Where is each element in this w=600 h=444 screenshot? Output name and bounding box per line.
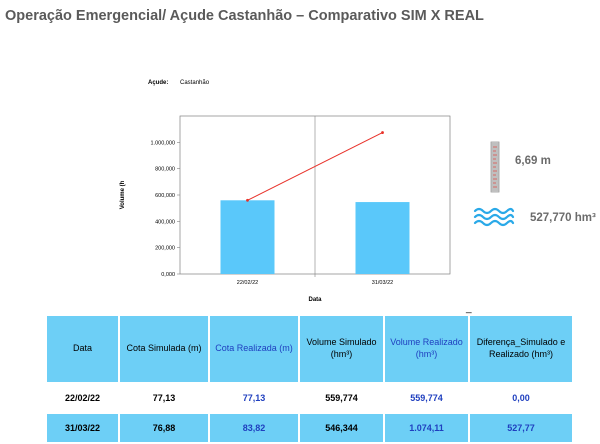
x-tick-label: 31/03/22 (372, 280, 393, 286)
comparison-table: Data Cota Simulada (m) Cota Realizada (m… (47, 316, 574, 444)
cell-cota-realizada: 83,82 (209, 413, 300, 444)
y-tick-label: 400,000 (155, 219, 175, 225)
cell-volume-simulado: 559,774 (299, 383, 385, 414)
y-tick-label: 600,000 (155, 193, 175, 199)
cell-diferenca: 0,00 (469, 383, 574, 414)
line-point (246, 198, 249, 202)
cell-volume-realizado: 1.074,11 (384, 413, 470, 444)
cell-diferenca: 527,77 (469, 413, 574, 444)
cell-date: 31/03/22 (47, 413, 120, 444)
reservoir-value: Castanhão (180, 80, 210, 86)
water-wave-icon (473, 207, 515, 227)
chart-meta: Açude: Castanhão (148, 80, 209, 86)
header-diferenca: Diferença_Simulado e Realizado (hm³) (469, 316, 574, 384)
y-tick-label: 800,000 (155, 167, 175, 173)
bar (355, 202, 410, 274)
header-data: Data (47, 316, 120, 384)
cell-cota-simulada: 77,13 (119, 383, 210, 414)
line-point (381, 131, 384, 134)
volume-value: 527,770 hm³ (530, 212, 596, 224)
y-axis-label: Volume (h (120, 180, 126, 209)
x-axis-label: Data (308, 297, 322, 303)
table-row: 31/03/22 76,88 83,82 546,344 1.074,11 52… (47, 413, 574, 444)
cell-cota-simulada: 76,88 (119, 413, 210, 444)
header-cota-simulada: Cota Simulada (m) (119, 316, 210, 384)
y-tick-label: 0,000 (161, 272, 175, 278)
y-tick-label: 1.000,000 (151, 140, 175, 146)
level-gauge-icon (490, 141, 500, 193)
dash-mark: _ (466, 303, 472, 314)
page-title: Operação Emergencial/ Açude Castanhão – … (5, 8, 484, 24)
volume-chart: 0,000 200,000 400,000 600,000 800,000 1.000,0… (120, 115, 451, 303)
cell-cota-realizada: 77,13 (209, 383, 300, 414)
cell-volume-simulado: 546,344 (299, 413, 385, 444)
level-value: 6,69 m (515, 155, 551, 167)
header-volume-realizado: Volume Realizado (hm³) (384, 316, 470, 384)
header-cota-realizada: Cota Realizada (m) (209, 316, 300, 384)
table-header-row: Data Cota Simulada (m) Cota Realizada (m… (47, 316, 574, 384)
y-tick-label: 200,000 (155, 246, 175, 252)
cell-date: 22/02/22 (47, 383, 120, 414)
realizado-line (247, 132, 383, 201)
reservoir-label: Açude: (148, 80, 169, 86)
table-row: 22/02/22 77,13 77,13 559,774 559,774 0,0… (47, 383, 574, 414)
x-tick-label: 22/02/22 (237, 280, 258, 286)
bar (220, 200, 275, 274)
header-volume-simulado: Volume Simulado (hm³) (299, 316, 385, 384)
cell-volume-realizado: 559,774 (384, 383, 470, 414)
